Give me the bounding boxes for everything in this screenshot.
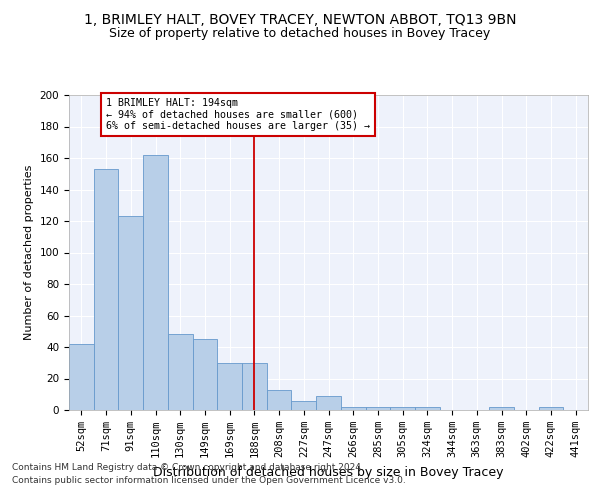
Bar	[217, 363, 242, 410]
Bar	[143, 155, 168, 410]
Y-axis label: Number of detached properties: Number of detached properties	[24, 165, 34, 340]
Bar	[168, 334, 193, 410]
Bar	[365, 407, 390, 410]
Bar	[118, 216, 143, 410]
Bar	[242, 363, 267, 410]
Bar	[69, 344, 94, 410]
Text: 1 BRIMLEY HALT: 194sqm
← 94% of detached houses are smaller (600)
6% of semi-det: 1 BRIMLEY HALT: 194sqm ← 94% of detached…	[106, 98, 370, 132]
Bar	[341, 407, 365, 410]
Text: Contains HM Land Registry data © Crown copyright and database right 2024.: Contains HM Land Registry data © Crown c…	[12, 464, 364, 472]
Text: Contains public sector information licensed under the Open Government Licence v3: Contains public sector information licen…	[12, 476, 406, 485]
Bar	[267, 390, 292, 410]
Text: 1, BRIMLEY HALT, BOVEY TRACEY, NEWTON ABBOT, TQ13 9BN: 1, BRIMLEY HALT, BOVEY TRACEY, NEWTON AB…	[84, 12, 516, 26]
Bar	[489, 407, 514, 410]
X-axis label: Distribution of detached houses by size in Bovey Tracey: Distribution of detached houses by size …	[153, 466, 504, 478]
Bar	[415, 407, 440, 410]
Bar	[390, 407, 415, 410]
Text: Size of property relative to detached houses in Bovey Tracey: Size of property relative to detached ho…	[109, 28, 491, 40]
Bar	[539, 407, 563, 410]
Bar	[94, 169, 118, 410]
Bar	[193, 339, 217, 410]
Bar	[292, 400, 316, 410]
Bar	[316, 396, 341, 410]
